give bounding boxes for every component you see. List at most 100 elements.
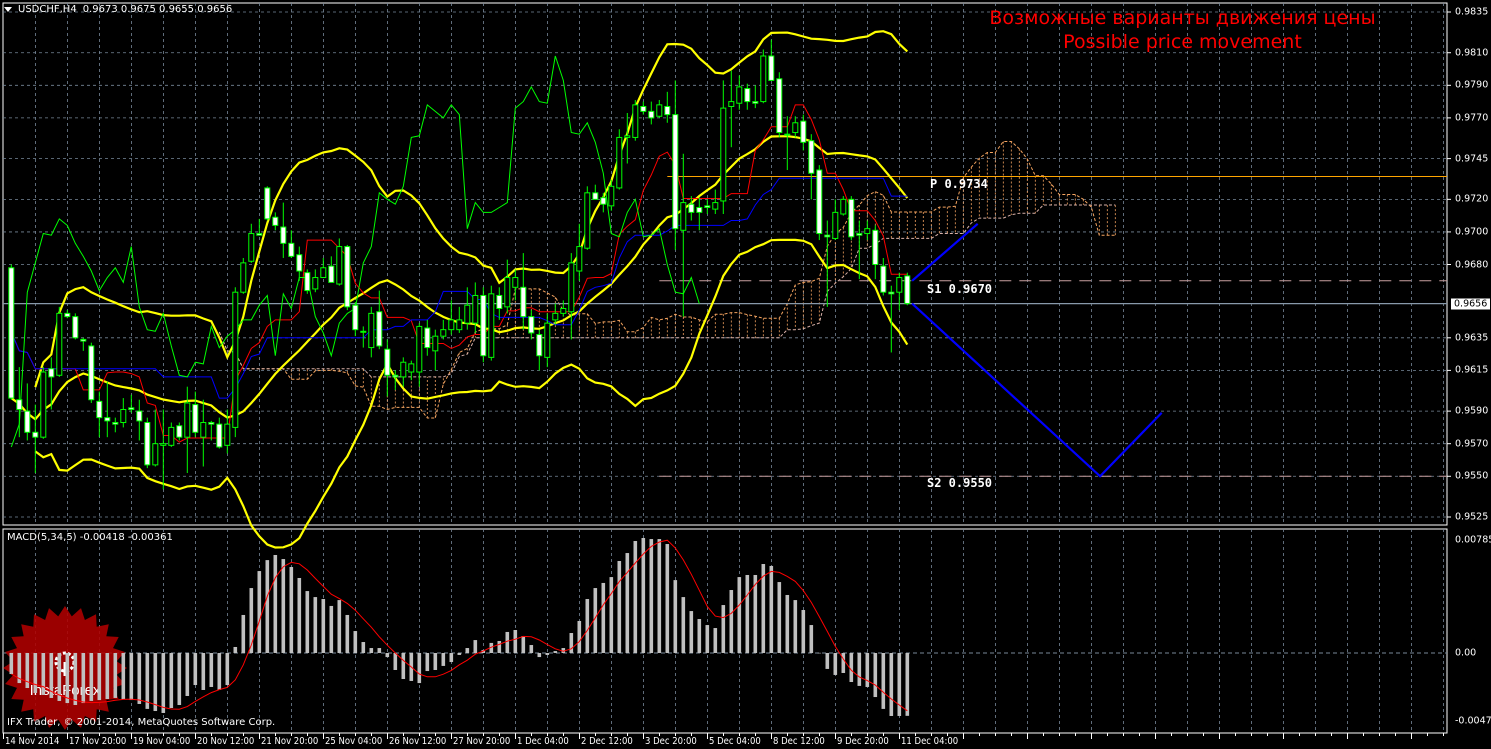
candle-bear: [600, 197, 607, 205]
price-axis-label: 0.9550: [1455, 470, 1489, 482]
current-price-label: 0.9656: [1451, 298, 1491, 310]
time-axis-label: 26 Nov 12:00: [389, 736, 447, 747]
candle-bull: [488, 293, 495, 358]
price-axis-label: 0.9570: [1455, 438, 1489, 450]
time-axis-label: 20 Nov 12:00: [197, 736, 255, 747]
candle-bull: [712, 202, 719, 210]
macd-histogram-bar: [241, 614, 246, 653]
candle-bear: [816, 169, 823, 235]
macd-histogram-bar: [305, 591, 310, 653]
price-axis-label: 0.9615: [1455, 364, 1489, 376]
dropdown-triangle-icon[interactable]: [4, 7, 12, 12]
tenkan-sen-line: [10, 104, 908, 443]
macd-label: MACD(5,34,5) -0.00418 -0.00361: [7, 532, 173, 543]
macd-histogram-bar: [137, 653, 142, 704]
time-axis-label: 19 Nov 04:00: [133, 736, 191, 747]
candle-bear: [8, 267, 15, 399]
macd-histogram-bar: [793, 600, 798, 653]
time-axis-label: 3 Dec 20:00: [645, 736, 697, 747]
price-axis-label: 0.9525: [1455, 511, 1489, 523]
candle-bear: [704, 205, 711, 208]
macd-histogram-bar: [401, 653, 406, 680]
candle-bull: [568, 262, 575, 313]
candle-bear: [824, 234, 831, 238]
candle-bull: [472, 294, 479, 324]
candle-bear: [304, 272, 311, 292]
candle-bear: [144, 422, 151, 466]
candle-bear: [264, 187, 271, 220]
macd-signal-line: [11, 539, 908, 712]
candle-bull: [552, 312, 559, 321]
macd-histogram-bar: [625, 553, 630, 653]
candle-bear: [256, 233, 263, 236]
time-axis-label: 27 Nov 20:00: [453, 736, 511, 747]
symbol-label: USDCHF,H4: [18, 4, 77, 15]
candle-bear: [744, 88, 751, 103]
macd-histogram-bar: [873, 653, 878, 698]
macd-histogram-bar: [777, 582, 782, 653]
macd-histogram-bar: [745, 574, 750, 653]
macd-histogram-bar: [321, 599, 326, 653]
candle-bull: [584, 192, 591, 249]
macd-histogram-bar: [697, 619, 702, 653]
candle-bear: [768, 55, 775, 81]
macd-histogram-bar: [17, 653, 22, 684]
macd-histogram-bar: [425, 653, 430, 672]
senkou-span-b: [218, 204, 1116, 378]
macd-histogram-bar: [833, 653, 838, 675]
macd-histogram-bar: [505, 631, 510, 653]
candle-bull: [632, 104, 639, 138]
macd-histogram-bar: [713, 628, 718, 653]
macd-histogram-bar: [497, 640, 502, 653]
candle-bull: [680, 202, 687, 231]
macd-histogram-bar: [673, 580, 678, 653]
macd-histogram-bar: [377, 648, 382, 653]
candle-bull: [160, 443, 167, 446]
candle-bull: [456, 319, 463, 331]
forecast-path: [911, 222, 979, 282]
candle-bull: [56, 312, 63, 376]
annotation-title-en: Possible price movement: [1063, 31, 1302, 53]
candle-bear: [688, 203, 695, 213]
price-axis-label: 0.9835: [1455, 6, 1489, 18]
price-axis-label: 0.9770: [1455, 112, 1489, 124]
candle-bear: [664, 105, 671, 116]
macd-histogram-bar: [249, 588, 254, 653]
candle-bull: [728, 101, 735, 107]
macd-histogram-bar: [201, 653, 206, 690]
candle-bull: [736, 86, 743, 104]
macd-histogram-bar: [609, 577, 614, 653]
macd-histogram-bar: [273, 554, 278, 653]
macd-histogram-bar: [385, 653, 390, 658]
macd-histogram-bar: [601, 582, 606, 653]
macd-histogram-bar: [393, 653, 398, 670]
candle-bull: [224, 423, 231, 446]
candle-bull: [720, 107, 727, 202]
macd-histogram-bar: [553, 651, 558, 653]
macd-histogram-bar: [665, 544, 670, 653]
candle-bull: [232, 291, 239, 428]
candle-bear: [776, 78, 783, 134]
pivot-label: P 0.9734: [930, 177, 988, 191]
candle-bear: [272, 216, 279, 226]
macd-histogram-bar: [169, 653, 174, 709]
macd-histogram-bar: [513, 630, 518, 653]
macd-histogram-bar: [369, 648, 374, 653]
candle-bear: [480, 294, 487, 357]
bollinger-lower: [34, 238, 909, 549]
candle-bear: [672, 114, 679, 230]
bollinger-middle: [10, 135, 909, 421]
annotation-title-ru: Возможные варианты движения цены: [989, 7, 1376, 29]
macd-panel: [9, 538, 910, 716]
candle-bear: [528, 316, 535, 334]
candle-bear: [88, 345, 95, 401]
bollinger-upper: [34, 30, 909, 388]
macd-histogram-bar: [737, 577, 742, 653]
candle-bear: [848, 198, 855, 238]
macd-histogram-bar: [841, 653, 846, 673]
candle-bear: [880, 265, 887, 293]
macd-histogram-bar: [9, 653, 14, 675]
macd-histogram-bar: [89, 653, 94, 701]
candle-bull: [368, 312, 375, 349]
